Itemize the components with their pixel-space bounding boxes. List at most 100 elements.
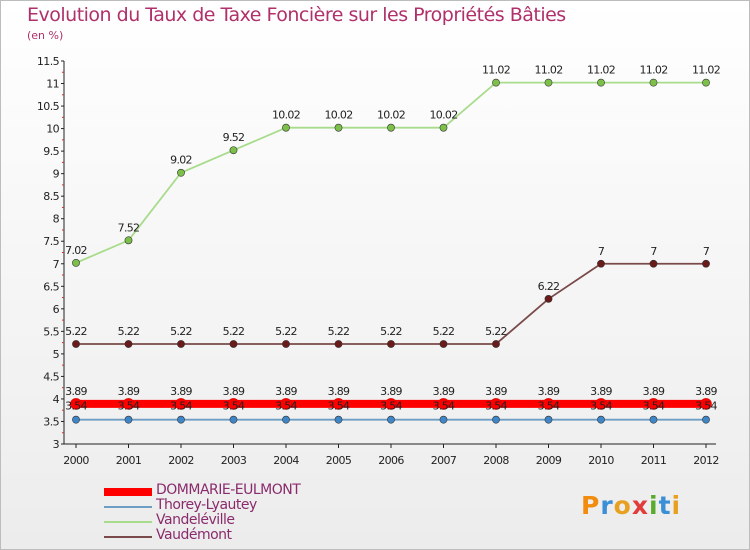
- x-tick-label: 2009: [536, 454, 562, 467]
- data-point: [122, 398, 135, 410]
- data-label: 7: [703, 245, 710, 258]
- data-label: 3.89: [328, 385, 350, 398]
- data-label: 3.54: [170, 400, 192, 413]
- data-point: [702, 78, 710, 87]
- y-tick-label: 7: [53, 258, 60, 271]
- data-label: 3.89: [695, 385, 717, 398]
- data-point: [595, 398, 607, 410]
- legend-swatch: [104, 536, 152, 538]
- data-label: 3.54: [328, 400, 350, 413]
- data-label: 3.89: [170, 385, 192, 398]
- data-point: [490, 398, 502, 410]
- data-point: [124, 415, 133, 424]
- data-point: [334, 123, 343, 132]
- chart-title: Evolution du Taux de Taxe Foncière sur l…: [27, 4, 566, 26]
- x-tick-label: 2004: [273, 454, 299, 467]
- data-point: [387, 340, 395, 348]
- data-label: 3.89: [380, 385, 402, 398]
- y-tick-label: 3.5: [43, 415, 59, 428]
- logo-letter: t: [658, 491, 672, 520]
- data-point: [175, 398, 187, 410]
- data-point: [544, 295, 553, 303]
- logo-letter: o: [613, 491, 632, 520]
- data-point: [334, 340, 343, 348]
- data-point: [72, 415, 80, 424]
- data-label: 11.02: [640, 64, 668, 77]
- y-unit-label: (en %): [27, 29, 64, 42]
- data-label: 10.02: [325, 109, 353, 122]
- data-point: [177, 415, 185, 424]
- data-point: [649, 415, 658, 424]
- data-point: [542, 398, 555, 410]
- data-label: 3.54: [538, 400, 560, 413]
- data-label: 3.54: [695, 400, 717, 413]
- data-point: [385, 398, 397, 410]
- legend-swatch: [104, 506, 152, 508]
- y-tick-label: 10: [46, 123, 59, 136]
- data-point: [332, 398, 345, 410]
- data-label: 10.02: [430, 109, 458, 122]
- logo-letter: i: [649, 491, 659, 520]
- data-point: [492, 415, 500, 424]
- data-label: 11.02: [692, 64, 720, 77]
- data-point: [334, 415, 343, 424]
- data-label: 3.54: [275, 400, 297, 413]
- data-label: 3.89: [65, 385, 87, 398]
- data-point: [544, 415, 553, 424]
- data-point: [597, 78, 605, 87]
- data-point: [437, 398, 450, 410]
- legend-swatch: [104, 488, 152, 496]
- data-label: 3.54: [485, 400, 507, 413]
- data-point: [492, 78, 500, 87]
- x-tick-label: 2010: [588, 454, 614, 467]
- data-label: 11.02: [587, 64, 615, 77]
- data-point: [439, 340, 448, 348]
- data-label: 3.89: [590, 385, 612, 398]
- data-label: 9.52: [223, 131, 245, 144]
- data-label: 3.89: [275, 385, 297, 398]
- data-point: [439, 415, 448, 424]
- data-point: [387, 123, 395, 132]
- data-point: [124, 340, 133, 348]
- data-label: 3.54: [223, 400, 245, 413]
- logo-letter: r: [600, 491, 614, 520]
- data-label: 5.22: [328, 325, 350, 338]
- y-tick-label: 4.5: [43, 370, 59, 383]
- data-point: [597, 259, 605, 268]
- x-tick-label: 2008: [483, 454, 509, 467]
- data-label: 3.89: [485, 385, 507, 398]
- data-label: 5.22: [170, 325, 192, 338]
- y-tick-label: 8: [53, 213, 60, 226]
- legend-label: Vaudémont: [156, 527, 232, 543]
- data-label: 9.02: [170, 154, 192, 167]
- data-point: [647, 398, 660, 410]
- data-point: [702, 259, 710, 268]
- data-label: 3.89: [433, 385, 455, 398]
- x-tick-label: 2001: [116, 454, 142, 467]
- x-tick-label: 2000: [63, 454, 89, 467]
- y-tick-label: 9: [53, 168, 60, 181]
- data-point: [492, 340, 500, 348]
- data-point: [72, 258, 80, 267]
- data-point: [72, 340, 80, 348]
- data-label: 3.89: [643, 385, 665, 398]
- y-tick-label: 6: [53, 303, 60, 316]
- data-label: 10.02: [377, 109, 405, 122]
- y-tick-label: 4: [53, 393, 60, 406]
- data-point: [597, 415, 605, 424]
- data-point: [282, 415, 290, 424]
- data-label: 7: [650, 245, 657, 258]
- data-label: 3.89: [538, 385, 560, 398]
- data-point: [229, 146, 238, 155]
- data-point: [280, 398, 292, 410]
- data-label: 5.22: [223, 325, 245, 338]
- y-tick-label: 10.5: [37, 100, 60, 113]
- y-tick-label: 5.5: [43, 325, 59, 338]
- data-label: 7.52: [118, 221, 140, 234]
- data-label: 3.54: [433, 400, 455, 413]
- data-point: [700, 398, 712, 410]
- data-label: 11.02: [482, 64, 510, 77]
- x-tick-label: 2007: [431, 454, 457, 467]
- data-label: 6.22: [538, 280, 560, 293]
